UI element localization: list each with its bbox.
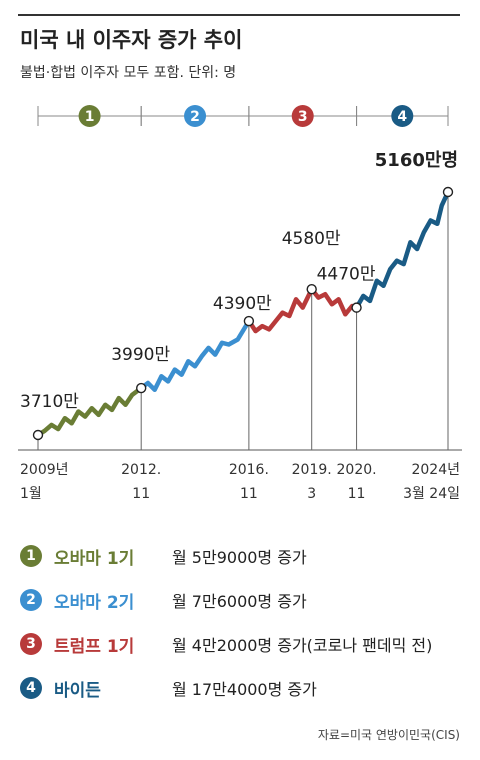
source-note: 자료=미국 연방이민국(CIS) [317,728,460,742]
series-line [138,318,252,393]
chart-subtitle: 불법·합법 이주자 모두 포함. 단위: 명 [20,65,237,81]
x-tick-label: 2020. [337,462,377,478]
legend-period-name: 오바마 1기 [54,548,135,569]
legend-period-desc: 월 7만6000명 증가 [172,592,307,611]
period-badge-number: 1 [85,109,95,125]
value-label: 4580만 [282,229,341,249]
legend-period-desc: 월 4만2000명 증가(코로나 팬데믹 전) [172,636,433,655]
legend-number-badge: 3 [20,633,42,655]
period-badge [184,105,207,127]
top-rule [18,14,460,16]
legend-item-obama2: 2 오바마 2기 월 7만6000명 증가 [20,587,307,613]
period-badge-number: 3 [298,109,308,125]
value-label: 4390만 [213,294,272,314]
x-tick-label: 1월 [20,486,42,502]
x-tick-label: 2016. [229,462,269,478]
period-badge-number: 2 [190,109,200,125]
period-badge [391,105,414,127]
line-chart: 1 2 3 4 2009년 1월 2012. 11 2016. 11 2019. 3 2020. 11 20… [18,105,462,502]
x-tick-label: 3 [307,486,316,502]
legend-number-badge: 1 [20,545,42,567]
chart-title: 미국 내 이주자 증가 추이 [20,28,243,52]
legend-number-badge: 2 [20,589,42,611]
period-badge [78,105,101,127]
legend-period-name: 트럼프 1기 [54,636,135,657]
x-tick-label: 11 [348,486,366,502]
x-tick-label: 2009년 [20,462,69,478]
legend-period-name: 바이든 [54,680,101,701]
value-label: 3710만 [20,392,79,412]
x-tick-label: 3월 24일 [403,486,460,502]
x-tick-label: 2012. [121,462,161,478]
point-marker [32,429,44,441]
period-badge-number: 4 [397,109,407,125]
legend-item-obama1: 1 오바마 1기 월 5만9000명 증가 [20,543,307,569]
period-badge [291,105,314,127]
point-marker [306,284,317,295]
series-line [35,385,144,438]
x-tick-label: 2019. [292,462,332,478]
legend-item-trump1: 3 트럼프 1기 월 4만2000명 증가(코로나 팬데믹 전) [20,631,432,657]
value-label: 5160만명 [375,150,458,171]
point-marker [243,315,255,327]
legend-period-desc: 월 5만9000명 증가 [172,548,307,567]
legend-item-biden: 4 바이든 월 17만4000명 증가 [20,675,317,701]
legend-number-badge: 4 [20,677,42,699]
series-line [354,189,451,310]
x-tick-label: 2024년 [411,462,460,478]
series-line [246,286,359,334]
point-marker [442,186,454,198]
value-label: 4470만 [317,265,376,285]
legend-period-name: 오바마 2기 [54,592,135,613]
x-tick-label: 11 [240,486,258,502]
legend-period-desc: 월 17만4000명 증가 [172,680,317,699]
point-marker [135,382,147,394]
value-label: 3990만 [111,345,170,365]
x-tick-label: 11 [132,486,150,502]
point-marker [351,302,362,313]
